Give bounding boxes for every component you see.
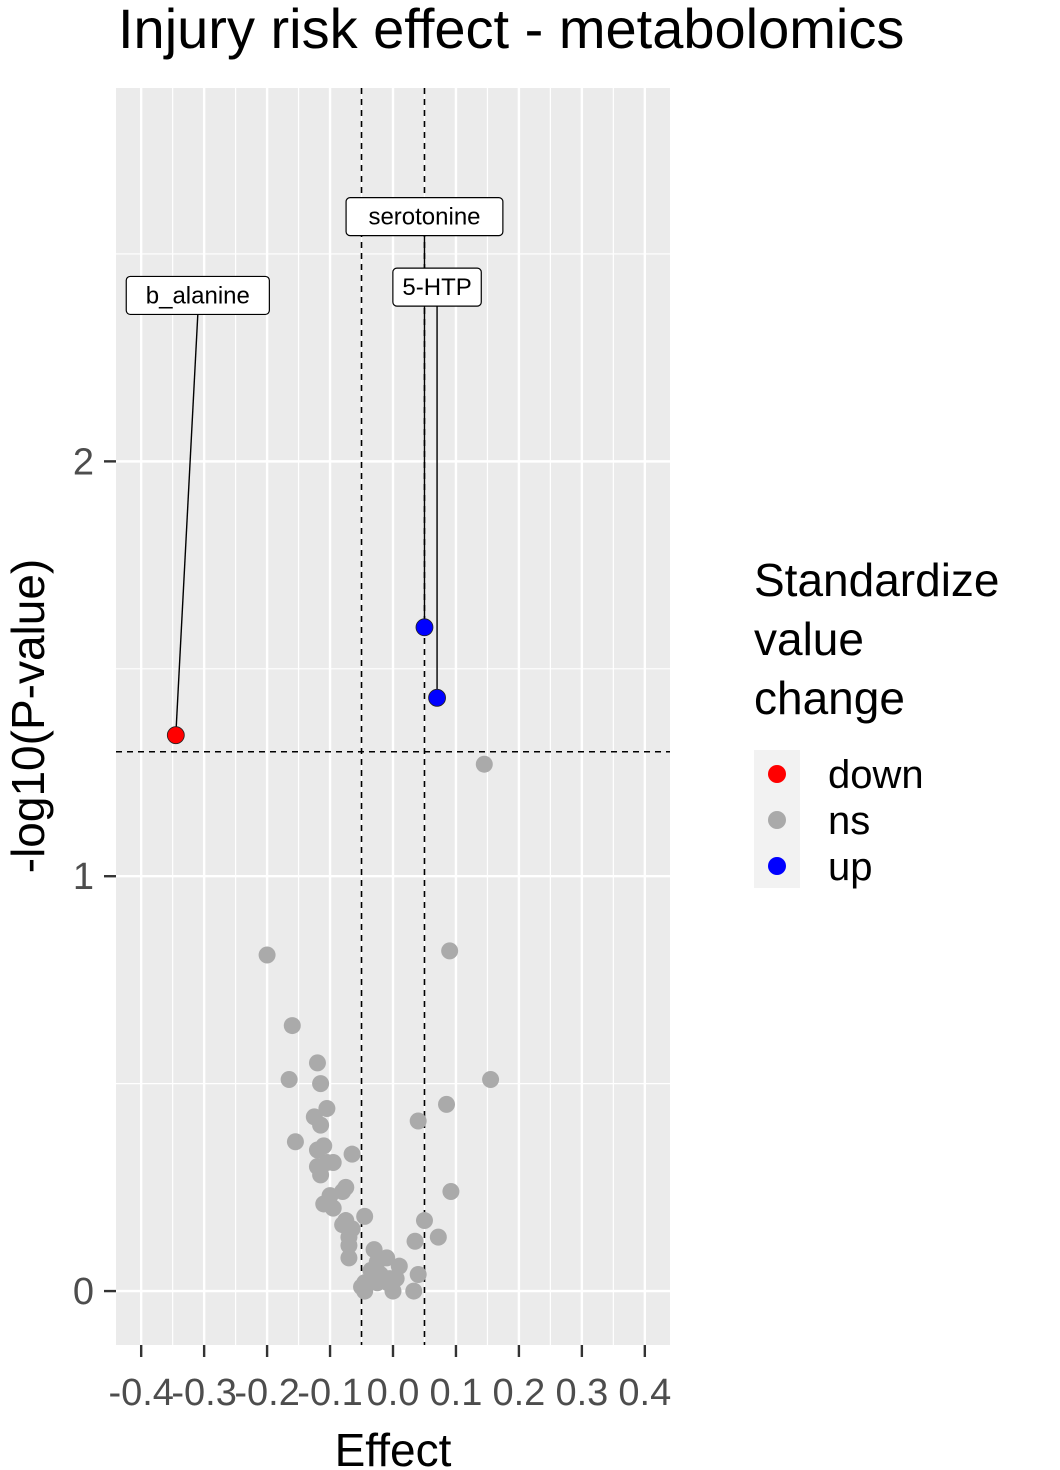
x-tick-label: 0.3 (555, 1372, 608, 1414)
data-point-ns (318, 1100, 336, 1118)
y-tick-label: 2 (73, 441, 94, 483)
y-tick-label: 1 (73, 856, 94, 898)
legend-title: value (754, 613, 864, 665)
x-tick-label: -0.2 (234, 1372, 299, 1414)
data-point-ns (409, 1112, 427, 1130)
point-labels: b_alanine serotonine 5-HTP (125, 197, 504, 736)
x-tick-label: 0.1 (430, 1372, 483, 1414)
x-tick-label: 0.0 (367, 1372, 420, 1414)
data-point-ns (283, 1017, 301, 1035)
data-point-ns (340, 1249, 358, 1267)
y-axis-title: -log10(P-value) (2, 559, 54, 873)
data-point-up (428, 688, 446, 707)
point-label-box (345, 197, 504, 237)
data-point-ns (409, 1265, 427, 1283)
data-point-ns (384, 1282, 402, 1300)
data-point-ns (482, 1070, 500, 1088)
legend-key-down (768, 765, 786, 783)
data-point-ns (406, 1232, 424, 1250)
point-label-box (392, 267, 482, 307)
data-point-ns (356, 1282, 374, 1300)
point-label: 5-HTP (402, 274, 471, 301)
data-points (166, 618, 500, 1300)
x-axis-title: Effect (335, 1424, 452, 1470)
legend-title: change (754, 672, 905, 724)
data-point-ns (324, 1153, 342, 1171)
data-point-ns (324, 1199, 342, 1217)
y-axis: 0 1 2 (73, 441, 116, 1313)
data-point-ns (356, 1207, 374, 1225)
data-point-ns (315, 1137, 333, 1155)
chart-title: Injury risk effect - metabolomics (118, 0, 904, 60)
x-tick-label: -0.1 (297, 1372, 362, 1414)
grid-lines (116, 88, 670, 1345)
point-label: b_alanine (146, 282, 250, 309)
data-point-ns (308, 1054, 326, 1072)
data-point-ns (286, 1133, 304, 1151)
x-axis: -0.4-0.3-0.2-0.1 0.0 0.1 0.2 0.3 0.4 (108, 1345, 671, 1414)
data-point-ns (340, 1236, 358, 1254)
data-point-ns (442, 1183, 460, 1201)
label-leader-line (175, 314, 199, 736)
data-point-ns (378, 1249, 396, 1267)
data-point-down (166, 726, 185, 745)
data-point-ns (475, 755, 493, 773)
legend-key-ns (768, 811, 786, 829)
x-tick-label: 0.4 (618, 1372, 671, 1414)
point-label-box (125, 275, 270, 316)
x-tick-label: -0.4 (108, 1372, 173, 1414)
data-point-up (415, 618, 434, 637)
x-tick-label: -0.3 (171, 1372, 236, 1414)
data-point-ns (429, 1228, 447, 1246)
data-point-ns (415, 1212, 433, 1230)
data-point-ns (405, 1282, 423, 1300)
legend-label-down: down (828, 753, 924, 797)
x-tick-label: 0.2 (492, 1372, 545, 1414)
data-point-ns (280, 1070, 298, 1088)
y-tick-label: 0 (73, 1271, 94, 1313)
legend-title: Standardize (754, 554, 1000, 606)
data-point-ns (312, 1116, 330, 1134)
data-point-ns (258, 946, 276, 964)
data-point-ns (438, 1095, 456, 1113)
data-point-ns (441, 942, 459, 960)
data-point-ns (312, 1075, 330, 1093)
legend-label-ns: ns (828, 799, 870, 843)
legend-key-up (768, 857, 786, 875)
plot-panel: b_alanine serotonine 5-HTP (116, 88, 670, 1345)
data-point-ns (312, 1166, 330, 1184)
data-point-ns (343, 1145, 361, 1163)
legend-label-up: up (828, 845, 873, 889)
point-label: serotonine (368, 204, 480, 231)
